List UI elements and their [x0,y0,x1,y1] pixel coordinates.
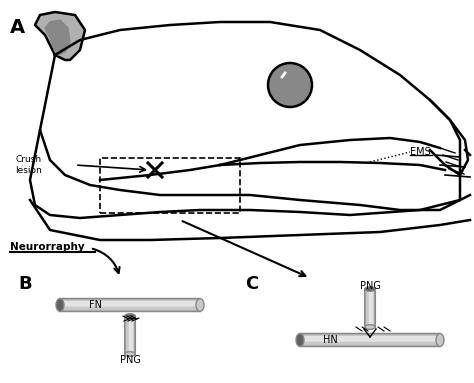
Ellipse shape [56,299,64,311]
Text: Crush
lesion: Crush lesion [15,155,42,175]
Text: PNG: PNG [360,281,381,291]
Polygon shape [40,22,460,210]
FancyBboxPatch shape [60,301,200,307]
Ellipse shape [196,299,204,311]
Ellipse shape [436,334,444,346]
FancyBboxPatch shape [125,316,135,354]
Text: B: B [18,275,32,293]
Text: FN: FN [89,300,101,310]
Text: EMS: EMS [410,147,431,157]
FancyBboxPatch shape [300,334,440,346]
Ellipse shape [125,352,135,356]
Polygon shape [45,20,70,55]
Text: Neurorraphy: Neurorraphy [10,242,85,252]
FancyBboxPatch shape [300,336,440,342]
Polygon shape [35,12,85,60]
Bar [100,158,240,213]
FancyBboxPatch shape [129,316,133,354]
Ellipse shape [296,334,304,346]
Ellipse shape [365,287,375,291]
Ellipse shape [365,325,375,329]
FancyBboxPatch shape [369,289,373,327]
Text: A: A [10,18,25,37]
Text: PNG: PNG [119,355,140,365]
FancyBboxPatch shape [365,289,375,327]
Text: C: C [245,275,258,293]
FancyBboxPatch shape [60,299,200,311]
Text: HN: HN [323,335,337,345]
Circle shape [268,63,312,107]
Ellipse shape [125,314,135,318]
